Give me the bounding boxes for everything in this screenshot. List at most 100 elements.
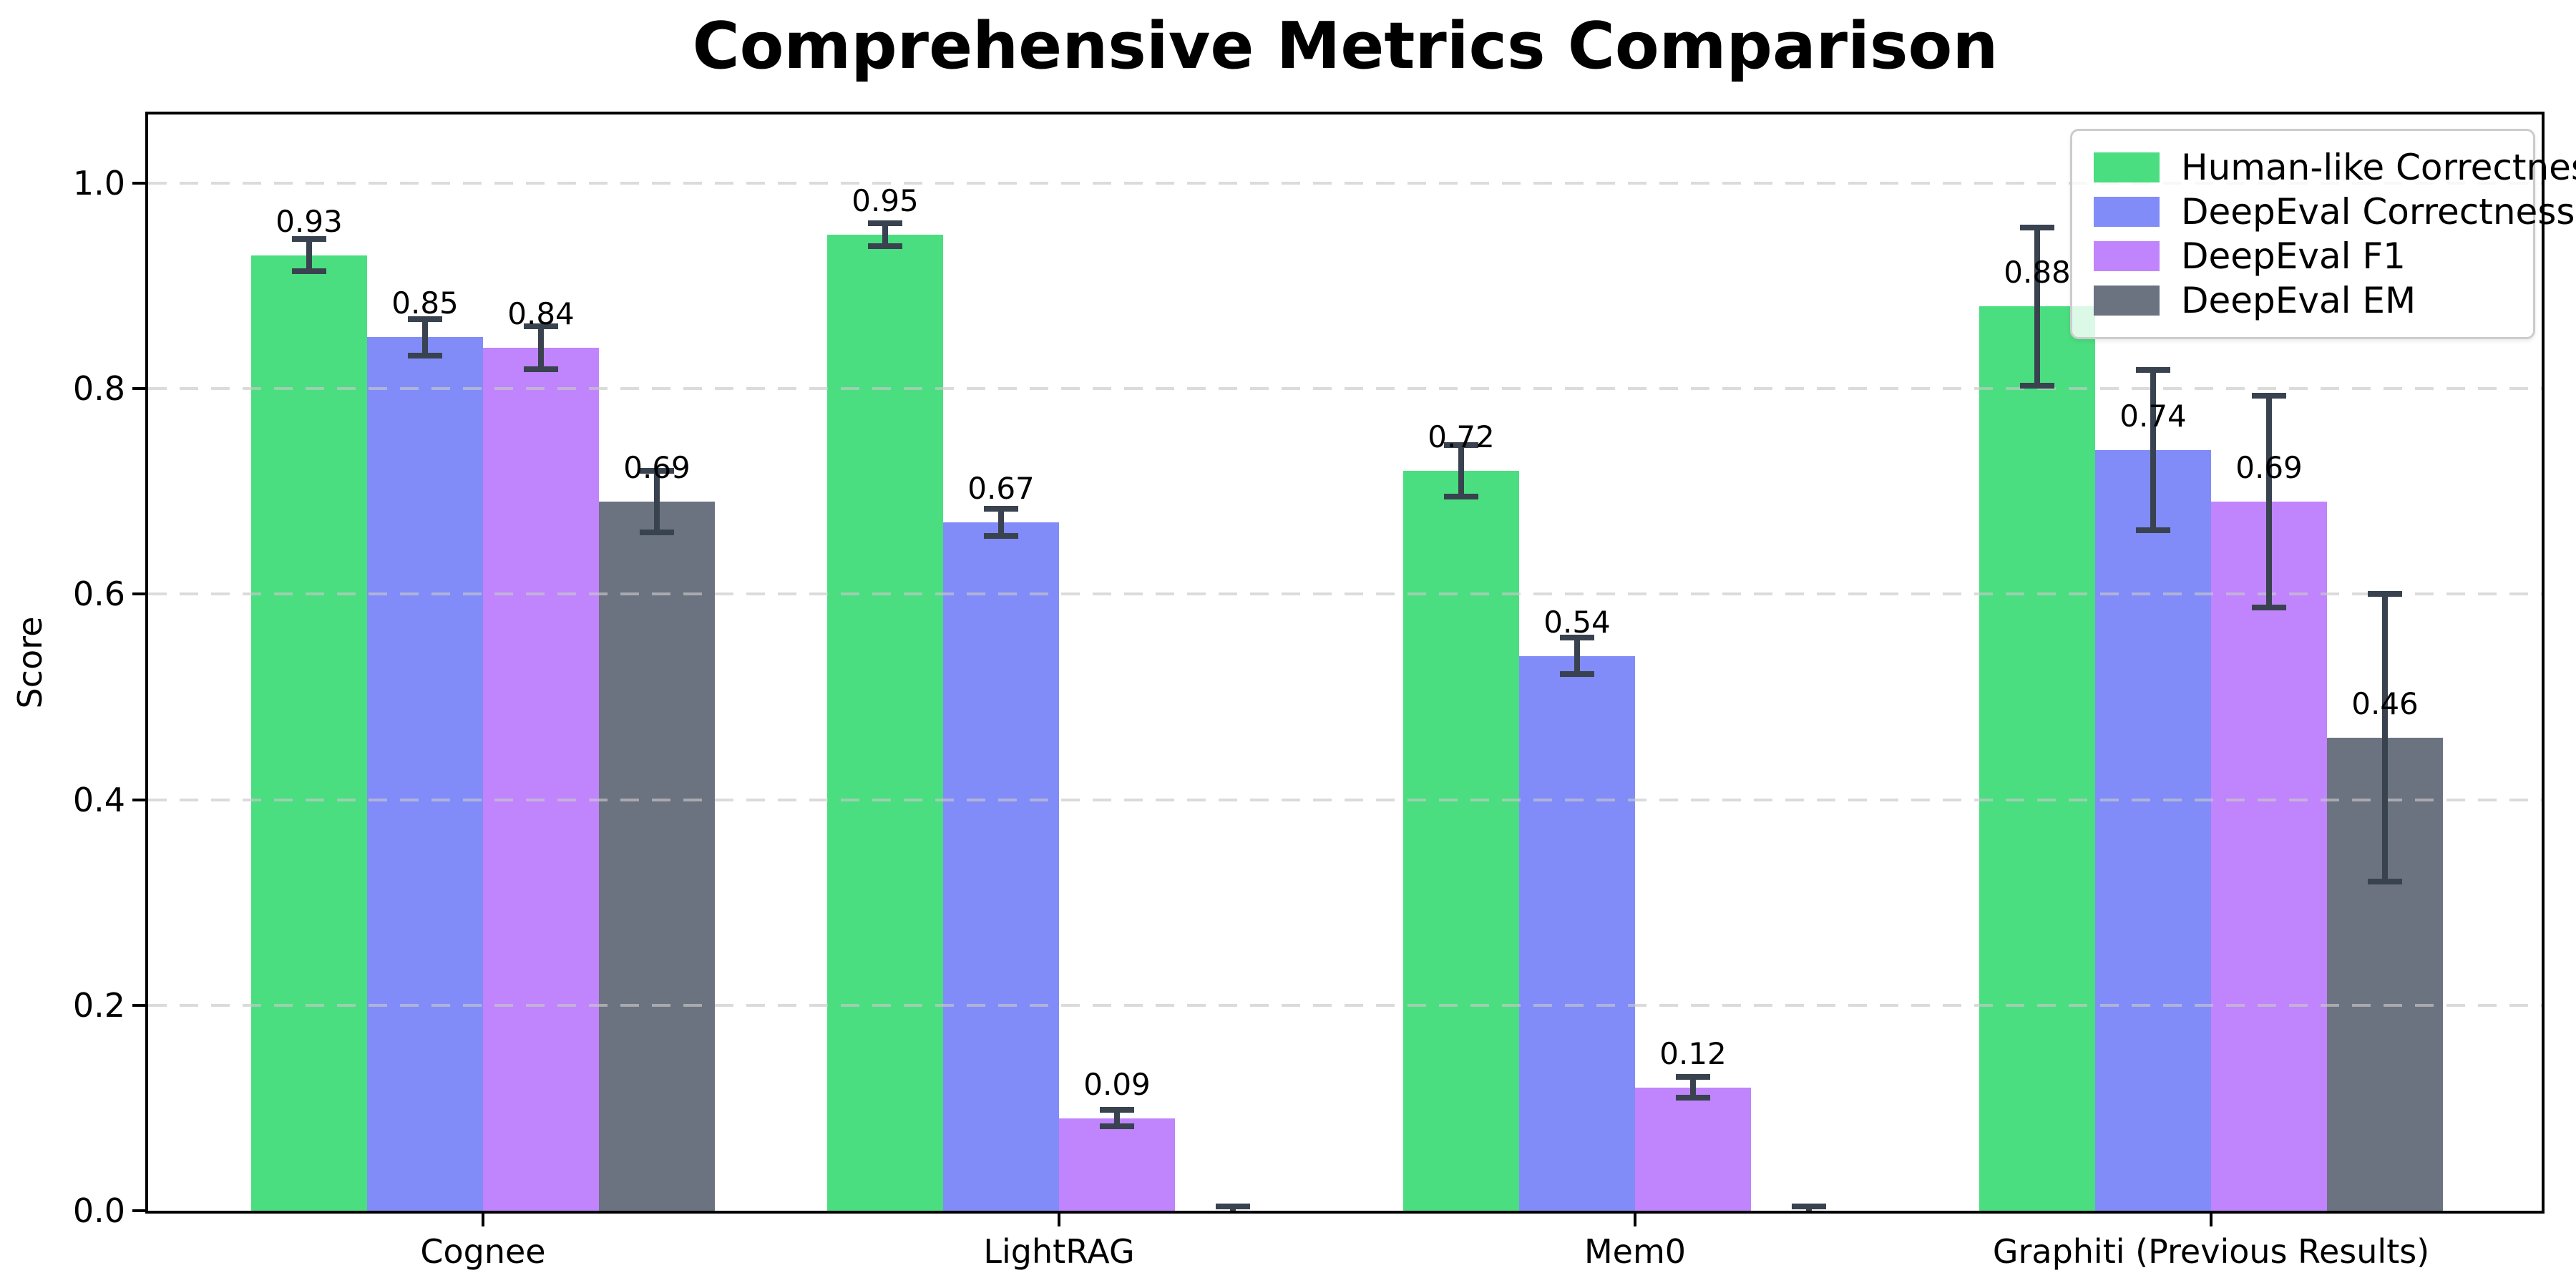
legend-item: Human-like Correctness <box>2094 145 2576 190</box>
gridline <box>148 182 2542 185</box>
error-bar-cap-bottom <box>2252 605 2286 611</box>
y-tick-label: 0.2 <box>72 985 125 1025</box>
error-bar-cap-top <box>868 220 902 226</box>
x-tick-label: Mem0 <box>1584 1232 1687 1271</box>
value-label: 0.88 <box>2004 255 2071 291</box>
y-tick-label: 1.0 <box>72 164 125 203</box>
y-tick-mark <box>132 387 147 391</box>
error-bar-cap-top <box>1216 1204 1250 1210</box>
bar <box>251 255 367 1211</box>
legend-item: DeepEval EM <box>2094 278 2512 323</box>
error-bar-cap-top <box>292 235 326 242</box>
x-tick-mark <box>2210 1212 2212 1226</box>
value-label: 0.12 <box>1659 1035 1727 1071</box>
bar <box>1979 306 2095 1211</box>
value-label: 0.67 <box>967 470 1035 506</box>
error-bar-cap-bottom <box>984 532 1018 539</box>
error-bar-cap-top <box>2136 367 2170 374</box>
chart-title: Comprehensive Metrics Comparison <box>692 9 1999 84</box>
legend-swatch <box>2094 286 2160 316</box>
error-bar-cap-top <box>408 316 442 322</box>
error-bar-line <box>654 471 660 533</box>
error-bar-line <box>306 238 312 272</box>
error-bar-cap-top <box>1100 1107 1134 1113</box>
gridline <box>148 592 2542 596</box>
error-bar-cap-bottom <box>1676 1095 1710 1101</box>
y-tick-mark <box>132 1209 147 1212</box>
error-bar-line <box>2382 594 2388 882</box>
error-bar-cap-bottom <box>1100 1123 1134 1130</box>
error-bar-cap-bottom <box>868 243 902 249</box>
legend-label: Human-like Correctness <box>2181 147 2576 188</box>
error-bar-line <box>2034 227 2040 386</box>
x-tick-label: LightRAG <box>983 1232 1135 1271</box>
error-bar-line <box>2150 370 2156 531</box>
bar <box>483 348 599 1211</box>
x-tick-mark <box>1634 1212 1636 1226</box>
bar <box>2095 450 2211 1211</box>
x-tick-mark <box>1058 1212 1060 1226</box>
error-bar-cap-top <box>984 506 1018 512</box>
error-bar-cap-bottom <box>408 353 442 359</box>
error-bar-cap-bottom <box>2368 879 2402 885</box>
value-label: 0.93 <box>275 203 343 239</box>
y-tick-label: 0.6 <box>72 575 125 614</box>
error-bar-cap-bottom <box>292 268 326 275</box>
error-bar-line <box>538 326 544 369</box>
error-bar-cap-top <box>1792 1204 1826 1210</box>
error-bar-cap-bottom <box>1560 671 1594 678</box>
y-tick-mark <box>132 592 147 596</box>
x-tick-label: Graphiti (Previous Results) <box>1992 1232 2430 1271</box>
y-tick-mark <box>132 798 147 801</box>
error-bar-cap-top <box>524 323 558 329</box>
legend-swatch <box>2094 152 2160 182</box>
y-tick-label: 0.4 <box>72 780 125 819</box>
legend-swatch <box>2094 197 2160 227</box>
gridline <box>148 387 2542 391</box>
value-label: 0.74 <box>2119 399 2187 434</box>
x-tick-mark <box>482 1212 484 1226</box>
value-label: 0.46 <box>2351 686 2419 722</box>
value-label: 0.85 <box>391 286 459 321</box>
error-bar-cap-bottom <box>640 530 674 536</box>
y-tick-mark <box>132 182 147 185</box>
bar <box>943 522 1059 1211</box>
y-tick-label: 0.8 <box>72 369 125 409</box>
bar <box>1403 471 1519 1211</box>
error-bar-cap-top <box>2020 224 2054 230</box>
x-tick-label: Cognee <box>420 1232 546 1271</box>
gridline <box>148 798 2542 801</box>
y-axis-label: Score <box>11 616 49 709</box>
bar <box>1519 656 1635 1211</box>
value-label: 0.54 <box>1543 604 1611 640</box>
value-label: 0.84 <box>507 296 575 331</box>
error-bar-line <box>1458 445 1464 497</box>
legend-label: DeepEval Correctness <box>2181 191 2575 233</box>
error-bar-line <box>882 223 888 246</box>
legend-item: DeepEval Correctness <box>2094 190 2575 234</box>
legend-label: DeepEval F1 <box>2181 235 2406 277</box>
error-bar-cap-bottom <box>524 366 558 372</box>
legend-label: DeepEval EM <box>2181 280 2416 321</box>
legend-item: DeepEval F1 <box>2094 234 2512 278</box>
bar <box>827 235 943 1211</box>
error-bar-cap-top <box>2368 591 2402 597</box>
bar <box>2211 502 2327 1211</box>
error-bar-cap-top <box>2252 393 2286 399</box>
error-bar-cap-bottom <box>2020 382 2054 389</box>
error-bar-cap-bottom <box>2136 527 2170 534</box>
error-bar-cap-top <box>1676 1074 1710 1080</box>
value-label: 0.69 <box>2235 450 2303 486</box>
error-bar-line <box>422 318 428 356</box>
error-bar-cap-top <box>1560 634 1594 640</box>
value-label: 0.95 <box>852 182 919 218</box>
error-bar-line <box>2266 396 2272 608</box>
bar <box>1059 1118 1175 1211</box>
legend: Human-like Correctness DeepEval Correctne… <box>2070 129 2576 339</box>
error-bar-line <box>1114 1110 1120 1127</box>
bar <box>367 337 483 1211</box>
y-tick-label: 0.0 <box>72 1191 125 1230</box>
error-bar-cap-bottom <box>1444 493 1478 499</box>
error-bar-cap-top <box>1444 442 1478 449</box>
